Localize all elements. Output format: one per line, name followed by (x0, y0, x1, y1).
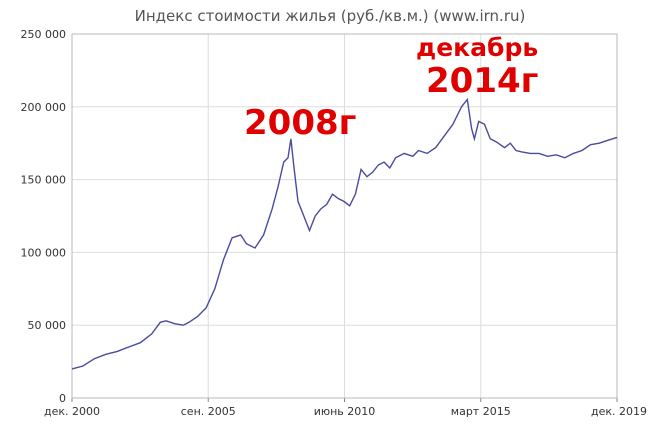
plot-frame (71, 33, 618, 399)
annotation-2014: 2014г (426, 61, 538, 101)
x-tick-label: дек. 2000 (44, 405, 100, 418)
x-axis: дек. 2000 сен. 2005 июнь 2010 март 2015 дек.… (44, 398, 647, 418)
y-tick-label: 200 000 (21, 101, 67, 114)
annotation-december: декабрь (416, 33, 538, 62)
y-tick-label: 0 (59, 392, 66, 405)
y-tick-label: 250 000 (21, 28, 67, 41)
x-tick-label: июнь 2010 (314, 405, 376, 418)
series-line (71, 97, 618, 370)
y-axis: 0 50 000 100 000 150 000 200 000 250 000 (21, 28, 67, 405)
chart-title: Индекс стоимости жилья (руб./кв.м.) (www… (135, 7, 526, 25)
x-tick-label: сен. 2005 (181, 405, 236, 418)
y-tick-label: 50 000 (28, 319, 67, 332)
y-tick-label: 150 000 (21, 174, 67, 187)
y-tick-label: 100 000 (21, 246, 67, 259)
x-tick-label: март 2015 (451, 405, 511, 418)
annotation-2008: 2008г (244, 103, 356, 143)
x-tick-label: дек. 2019 (591, 405, 647, 418)
